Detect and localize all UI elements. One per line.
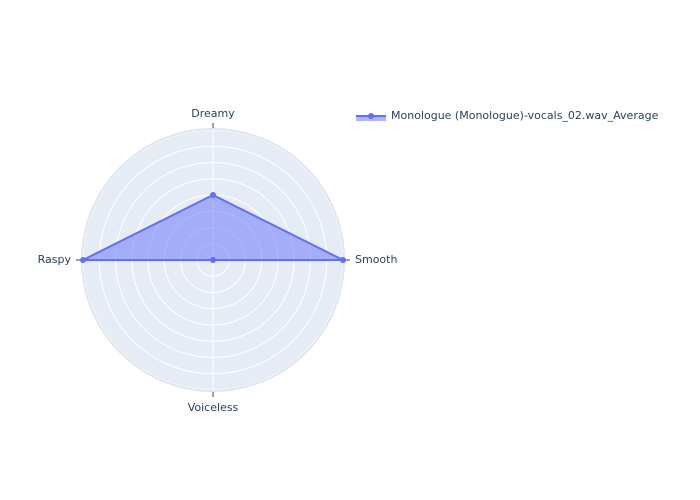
data-point-smooth[interactable] bbox=[340, 257, 346, 263]
data-point-voiceless[interactable] bbox=[210, 257, 216, 263]
legend-entry-label: Monologue (Monologue)-vocals_02.wav_Aver… bbox=[391, 109, 659, 122]
axis-labels: Dreamy Smooth Voiceless Raspy bbox=[38, 107, 398, 414]
data-point-dreamy[interactable] bbox=[210, 192, 216, 198]
axis-label-dreamy: Dreamy bbox=[191, 107, 235, 120]
axis-label-raspy: Raspy bbox=[38, 253, 72, 266]
axis-label-smooth: Smooth bbox=[355, 253, 397, 266]
axis-label-voiceless: Voiceless bbox=[188, 401, 239, 414]
data-point-raspy[interactable] bbox=[80, 257, 86, 263]
series-layer bbox=[80, 192, 346, 263]
legend[interactable]: Monologue (Monologue)-vocals_02.wav_Aver… bbox=[356, 109, 659, 122]
legend-swatch-marker bbox=[368, 113, 374, 119]
